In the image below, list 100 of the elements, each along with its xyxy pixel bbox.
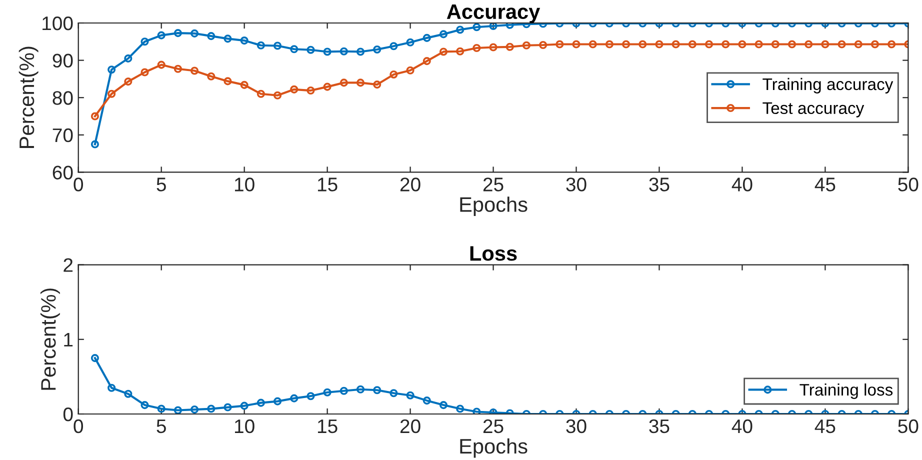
point [422, 57, 431, 66]
point [489, 43, 498, 52]
x-tick-label: 20 [400, 178, 420, 192]
point [439, 30, 448, 38]
y-tick-label: 80 [52, 91, 73, 105]
x-tick-label: 50 [898, 178, 918, 192]
point [754, 40, 763, 48]
point [821, 40, 830, 48]
point [157, 60, 166, 69]
point [870, 40, 880, 48]
y-tick-label: 0 [63, 407, 73, 422]
point [256, 90, 265, 98]
x-axis-title: Epochs [460, 438, 528, 458]
point [390, 70, 398, 79]
x-tick-label: 40 [732, 178, 752, 192]
point [522, 41, 530, 50]
x-tick-label: 0 [74, 178, 84, 192]
point [273, 42, 282, 50]
point [290, 85, 298, 94]
x-tick-label: 50 [898, 419, 918, 434]
point [306, 46, 315, 54]
point [506, 23, 514, 29]
point [704, 40, 714, 48]
x-tick-label: 40 [732, 419, 752, 434]
y-tick-label: 2 [64, 258, 73, 272]
x-tick-label: 35 [649, 178, 670, 192]
point [804, 40, 813, 48]
point [655, 40, 664, 48]
point [323, 82, 332, 91]
point [622, 40, 630, 48]
point [406, 38, 414, 46]
point [506, 42, 514, 51]
point [738, 40, 746, 48]
point [108, 66, 116, 74]
y-axis-title: Percent(%) [18, 46, 38, 148]
point [140, 68, 149, 76]
x-tick-label: 30 [566, 178, 586, 192]
point [489, 23, 498, 30]
point [290, 45, 298, 54]
point [124, 54, 132, 62]
y-tick-label: 70 [52, 128, 73, 142]
point [224, 77, 232, 86]
x-tick-label: 35 [649, 419, 670, 434]
point [323, 48, 332, 56]
x-tick-label: 15 [318, 178, 338, 192]
point [722, 40, 730, 48]
point [174, 64, 182, 73]
point [472, 23, 481, 32]
point [157, 31, 166, 40]
legend-label: Training loss [800, 383, 893, 399]
point [439, 48, 448, 56]
point [207, 72, 216, 80]
point [90, 140, 99, 148]
point [373, 45, 382, 54]
y-tick-label: 60 [52, 166, 73, 180]
point [90, 112, 99, 120]
x-tick-label: 25 [483, 178, 504, 192]
chart-title: Loss [470, 246, 517, 261]
point [472, 44, 481, 52]
point [174, 29, 182, 38]
x-tick-label: 5 [156, 420, 166, 434]
x-axis-title: Epochs [460, 196, 528, 216]
point [190, 66, 199, 75]
point [771, 40, 780, 48]
point [390, 42, 398, 50]
legend-label: Test accuracy [762, 102, 864, 118]
point [273, 91, 282, 100]
point [588, 40, 597, 48]
point [556, 40, 564, 48]
point [854, 40, 862, 48]
point [838, 40, 846, 48]
x-tick-label: 30 [566, 419, 586, 434]
legend-label: Training accuracy [762, 78, 894, 94]
point [638, 40, 647, 48]
point [373, 80, 382, 89]
point [888, 40, 896, 48]
x-tick-label: 15 [318, 420, 338, 434]
y-tick-label: 100 [42, 16, 73, 30]
point [406, 66, 414, 74]
point [356, 78, 365, 87]
point [124, 78, 132, 86]
point [108, 90, 116, 98]
point [788, 40, 796, 48]
point [422, 34, 431, 42]
chart-title: Accuracy [446, 4, 540, 24]
point [605, 40, 614, 48]
x-tick-label: 5 [156, 178, 166, 192]
x-tick-label: 25 [483, 419, 504, 434]
point [140, 38, 149, 46]
point [240, 80, 248, 89]
point [356, 48, 365, 56]
point [456, 47, 464, 56]
x-tick-label: 10 [235, 419, 254, 434]
point [672, 40, 680, 48]
x-tick-label: 20 [400, 419, 420, 434]
point [340, 47, 348, 56]
y-tick-label: 1 [64, 333, 73, 346]
point [456, 26, 464, 34]
point [256, 41, 265, 50]
point [224, 34, 232, 43]
